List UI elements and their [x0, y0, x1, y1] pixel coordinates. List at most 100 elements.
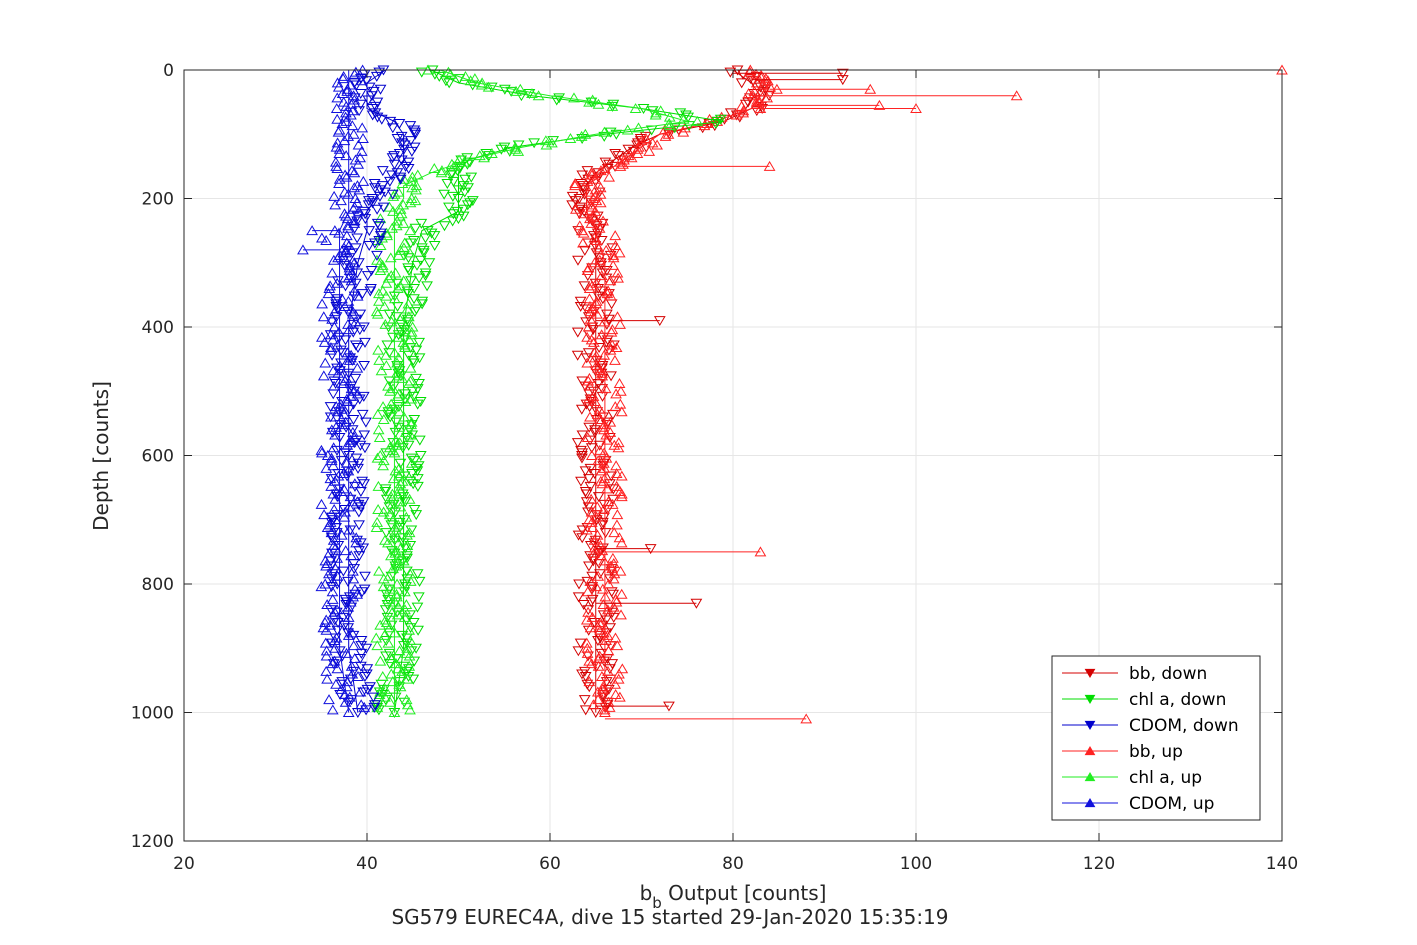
data-point [579, 486, 592, 497]
data-point [401, 433, 413, 443]
data-point [329, 642, 341, 653]
data-point [362, 200, 375, 211]
data-point [583, 422, 596, 433]
data-point [589, 205, 602, 216]
data-point [369, 183, 381, 194]
data-point [346, 105, 359, 116]
data-point [584, 411, 596, 422]
data-point [404, 429, 417, 440]
data-point [371, 204, 383, 215]
data-point [352, 671, 364, 682]
data-point [650, 107, 662, 118]
data-point [578, 695, 591, 706]
data-point [441, 179, 454, 189]
data-point [323, 282, 336, 293]
data-point [443, 78, 456, 89]
data-point [352, 158, 365, 169]
data-point [320, 560, 332, 571]
data-point [610, 342, 623, 353]
data-point [353, 551, 366, 562]
data-point [380, 494, 393, 505]
data-point [352, 258, 365, 269]
data-point [338, 511, 351, 522]
data-point [596, 545, 609, 556]
data-point [512, 145, 525, 156]
data-point [598, 656, 611, 667]
data-point [405, 175, 418, 186]
data-point [394, 458, 407, 469]
data-point [591, 501, 604, 512]
outlier-point [864, 83, 877, 94]
data-point [589, 173, 602, 184]
data-point [576, 451, 588, 461]
data-point [403, 311, 415, 322]
legend-entry: chl a, up [1062, 768, 1202, 788]
data-point [352, 139, 365, 150]
data-point [388, 447, 401, 458]
y-axis-label: Depth [counts] [89, 381, 113, 531]
data-point [332, 81, 345, 92]
data-point [596, 683, 609, 694]
data-point [602, 578, 615, 589]
data-point [339, 300, 351, 311]
data-point [584, 481, 597, 492]
data-point [381, 612, 394, 623]
data-point [390, 588, 403, 599]
data-point [585, 201, 598, 212]
data-point [583, 655, 596, 666]
data-point [631, 148, 644, 159]
data-point [612, 673, 625, 684]
data-point [586, 280, 599, 291]
data-point [345, 109, 357, 120]
data-point [400, 511, 413, 522]
data-point [339, 506, 352, 517]
outlier-point [644, 544, 657, 555]
data-point [326, 593, 339, 604]
data-point [349, 373, 362, 384]
data-point [326, 267, 339, 278]
data-point [607, 573, 620, 584]
data-point [609, 401, 622, 412]
data-point [583, 682, 596, 693]
data-point [386, 676, 399, 687]
data-point [331, 137, 344, 148]
data-point [321, 673, 333, 684]
data-point [406, 468, 418, 479]
data-point [388, 159, 401, 170]
data-point [399, 161, 412, 172]
data-point [316, 298, 328, 309]
data-point [335, 683, 348, 694]
data-point [394, 172, 407, 183]
data-point [393, 645, 406, 656]
data-point [677, 126, 690, 137]
data-point [389, 267, 402, 278]
data-point [395, 327, 408, 338]
data-point [610, 388, 622, 399]
data-point [402, 253, 415, 264]
data-point [330, 421, 342, 432]
x-tick-label: 20 [173, 854, 195, 874]
data-point [384, 696, 397, 707]
data-point [593, 440, 606, 451]
data-point [348, 68, 361, 79]
data-point [599, 157, 612, 168]
data-point [581, 647, 594, 658]
data-point [588, 542, 601, 553]
data-point [464, 198, 476, 209]
data-point [343, 239, 355, 250]
data-point [408, 415, 421, 426]
data-point [412, 625, 424, 636]
data-point [346, 425, 359, 436]
data-point [383, 659, 396, 670]
data-point [575, 130, 588, 141]
data-point [600, 244, 613, 255]
data-point [428, 163, 441, 174]
data-point [398, 611, 411, 622]
data-point [614, 156, 627, 167]
data-point [588, 232, 601, 243]
data-point [643, 145, 656, 156]
series-4 [370, 64, 704, 717]
data-point [583, 186, 596, 197]
data-point [341, 396, 354, 407]
data-point [384, 116, 397, 127]
